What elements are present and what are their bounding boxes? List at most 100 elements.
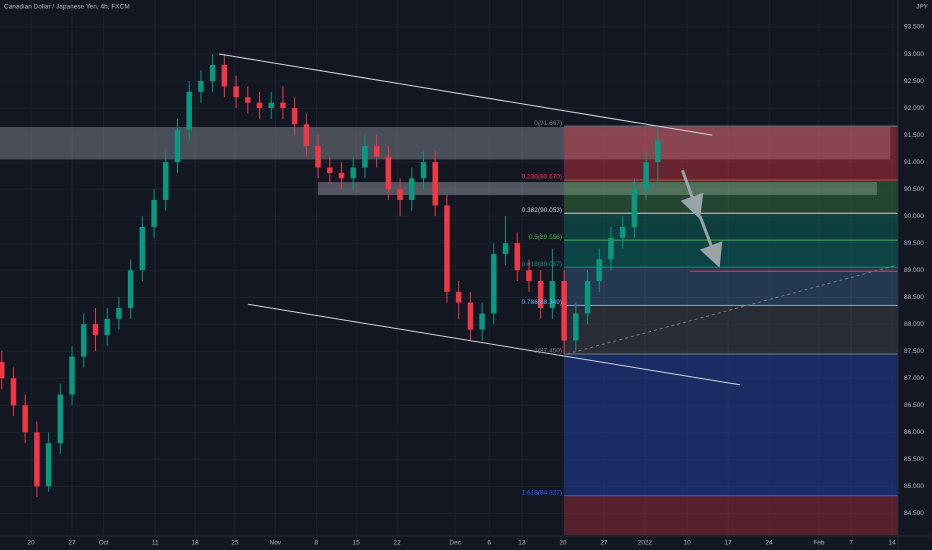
candle-body	[198, 81, 204, 92]
currency-label: JPY	[916, 4, 929, 11]
candle-body	[420, 162, 427, 179]
candle-body	[221, 64, 228, 87]
candle-body	[151, 199, 157, 227]
candle-body	[291, 108, 298, 125]
candle-body	[573, 313, 579, 341]
candle-body	[268, 102, 274, 109]
x-tick-label: 25	[231, 540, 239, 547]
candle-body	[479, 313, 485, 330]
y-tick-label: 91.500	[904, 132, 924, 139]
x-tick-label: Feb	[813, 540, 825, 547]
x-tick-label: 27	[600, 540, 608, 547]
y-tick-label: 89.000	[904, 267, 924, 274]
fib-band	[564, 353, 898, 496]
candle-body	[0, 362, 5, 379]
trendline	[247, 303, 740, 386]
x-tick-label: Nov	[270, 540, 282, 547]
candle-body	[81, 324, 87, 357]
candle-body	[34, 432, 40, 487]
y-tick-label: 85.000	[904, 483, 924, 490]
candle-body	[116, 308, 122, 319]
y-tick-label: 90.500	[904, 186, 924, 193]
y-tick-label: 89.500	[904, 240, 924, 247]
x-tick-label: 22	[394, 540, 402, 547]
candle-body	[303, 124, 310, 146]
fib-label: 0.786(88.349)	[522, 299, 562, 306]
x-tick-label: 11	[152, 540, 159, 547]
x-tick-label: 2022	[638, 540, 653, 547]
candle-body	[315, 145, 321, 168]
zone	[318, 182, 877, 196]
candle-body	[491, 253, 497, 314]
x-tick-label: 15	[353, 540, 361, 547]
candle-body	[127, 270, 134, 309]
zone	[0, 126, 891, 160]
candle-body	[596, 259, 603, 282]
candle-body	[409, 178, 415, 200]
x-tick-label: 20	[27, 540, 35, 547]
y-tick-label: 91.000	[904, 159, 924, 166]
candle-body	[280, 102, 286, 109]
candle-body	[455, 291, 462, 303]
candle-body	[608, 237, 614, 260]
candle-body	[362, 145, 368, 168]
candle-body	[397, 189, 403, 200]
y-tick-label: 92.000	[904, 105, 924, 112]
y-tick-label: 87.000	[904, 375, 924, 382]
candle-body	[209, 64, 216, 82]
x-tick-label: 17	[725, 540, 733, 547]
x-tick-label: 13	[518, 540, 526, 547]
x-tick-label: 6	[487, 540, 491, 547]
candle-body	[631, 189, 638, 227]
chart-title: Canadian Dollar / Japanese Yen, 4h, FXCM	[4, 4, 130, 11]
candle-body	[57, 394, 64, 444]
candle-body	[537, 281, 544, 309]
fib-label: 1.618(84.827)	[522, 489, 562, 496]
y-tick-label: 84.500	[904, 510, 924, 517]
candle-body	[256, 102, 263, 109]
candle-body	[69, 356, 75, 395]
fib-band	[564, 240, 898, 268]
x-tick-label: Dec	[449, 540, 461, 547]
fib-band	[564, 213, 898, 241]
plot-area	[0, 0, 898, 535]
y-tick-label: 87.500	[904, 348, 924, 355]
candle-body	[350, 167, 356, 179]
candle-body	[514, 243, 520, 271]
arrow	[698, 215, 723, 268]
candle-body	[549, 281, 556, 309]
y-tick-label: 85.500	[904, 456, 924, 463]
x-tick-label: 27	[68, 540, 76, 547]
candle-body	[92, 324, 99, 336]
candle-body	[139, 226, 146, 271]
candle-body	[45, 443, 52, 487]
fib-band	[564, 179, 898, 214]
candle-body	[584, 281, 591, 314]
x-tick-label: 8	[315, 540, 319, 547]
x-tick-label: 24	[766, 540, 774, 547]
fib-band	[564, 495, 898, 535]
candle-body	[432, 162, 438, 206]
candle-body	[245, 97, 251, 103]
fib-label: 0(91.667)	[534, 120, 562, 127]
y-tick-label: 93.000	[904, 51, 924, 58]
candle-body	[186, 91, 192, 130]
y-tick-label: 86.500	[904, 402, 924, 409]
x-tick-label: 18	[191, 540, 199, 547]
trendline	[219, 53, 713, 136]
x-tick-label: 20	[559, 540, 567, 547]
candle-body	[373, 145, 380, 157]
y-tick-label: 86.000	[904, 429, 924, 436]
fib-label: 1(87.450)	[534, 348, 562, 355]
fib-band	[564, 267, 898, 306]
candle-body	[619, 226, 626, 238]
y-tick-label: 88.500	[904, 294, 924, 301]
fib-label: 0.5(89.556)	[529, 234, 562, 241]
y-tick-label: 93.500	[904, 24, 924, 31]
x-tick-label: Oct	[99, 540, 109, 547]
candle-body	[643, 162, 649, 190]
candle-body	[526, 270, 532, 282]
candle-body	[338, 172, 345, 179]
y-tick-label: 90.000	[904, 213, 924, 220]
fib-label: 0.382(90.053)	[522, 207, 562, 214]
